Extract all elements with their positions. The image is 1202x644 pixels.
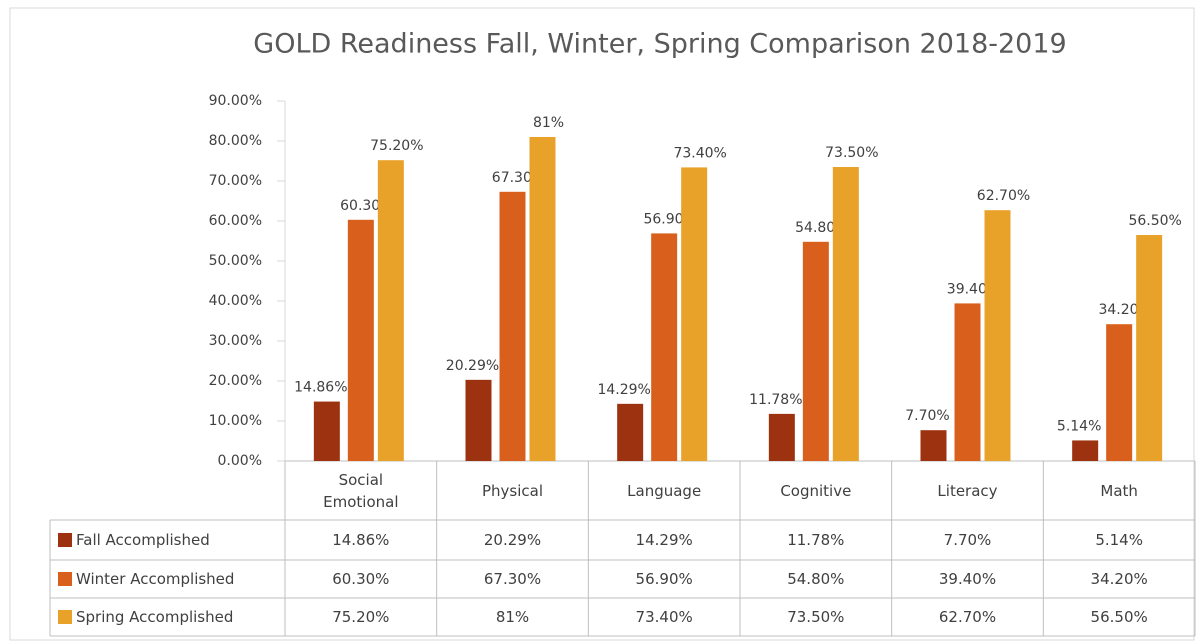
legend-swatch	[58, 610, 72, 624]
bar	[617, 403, 644, 461]
bar	[802, 241, 829, 461]
legend-swatch	[58, 572, 72, 586]
table-cell: 14.29%	[635, 531, 693, 549]
table-cell: 11.78%	[787, 531, 845, 549]
category-label: Language	[627, 481, 702, 500]
data-label: 56.50%	[1128, 213, 1181, 229]
table-cell: 75.20%	[332, 608, 390, 626]
y-tick-label: 10.00%	[209, 413, 262, 429]
data-label: 11.78%	[749, 392, 802, 408]
y-tick-label: 20.00%	[209, 373, 262, 389]
table-cell: 62.70%	[938, 608, 997, 626]
bar	[313, 401, 340, 461]
bar	[984, 210, 1011, 461]
y-tick-label: 90.00%	[209, 93, 262, 109]
category-label: Physical	[481, 481, 543, 500]
bar	[681, 167, 708, 461]
legend-label: Fall Accomplished	[76, 531, 210, 549]
bar	[1136, 235, 1163, 461]
legend-swatch	[58, 533, 72, 547]
bar	[954, 303, 981, 461]
data-label: 62.70%	[977, 188, 1030, 204]
bar	[1072, 440, 1099, 461]
table-cell: 20.29%	[483, 531, 542, 549]
table-cell: 81%	[495, 608, 530, 626]
bar	[651, 233, 678, 461]
data-label: 14.29%	[597, 382, 650, 398]
y-tick-label: 70.00%	[209, 173, 262, 189]
bar	[377, 160, 404, 461]
legend-label: Winter Accomplished	[76, 570, 235, 588]
data-label: 14.86%	[294, 380, 347, 396]
chart-title: GOLD Readiness Fall, Winter, Spring Comp…	[253, 29, 1066, 60]
bar	[499, 191, 526, 462]
table-cell: 39.40%	[938, 570, 997, 588]
table-cell: 73.40%	[635, 608, 693, 626]
category-label: Social Emotional	[323, 470, 399, 511]
table-cell: 67.30%	[483, 570, 542, 588]
bar	[768, 413, 795, 461]
category-label: Literacy	[937, 481, 998, 500]
table-cell: 5.14%	[1095, 531, 1143, 549]
data-label: 75.20%	[370, 138, 423, 154]
y-tick-label: 30.00%	[209, 333, 262, 349]
data-label: 5.14%	[1057, 418, 1101, 434]
bar	[1106, 324, 1133, 461]
bar	[529, 137, 556, 461]
data-label: 73.50%	[825, 145, 878, 161]
table-cell: 60.30%	[332, 570, 390, 588]
bar	[347, 219, 374, 461]
table-cell: 14.86%	[332, 531, 390, 549]
table-cell: 73.50%	[787, 608, 845, 626]
bar	[832, 167, 859, 461]
y-tick-label: 60.00%	[209, 213, 262, 229]
table-cell: 7.70%	[943, 531, 992, 549]
data-label: 73.40%	[673, 145, 726, 161]
data-label: 7.70%	[905, 408, 949, 424]
y-tick-label: 40.00%	[209, 293, 262, 309]
data-label: 81%	[533, 115, 564, 131]
category-label: Math	[1100, 481, 1138, 500]
y-tick-label: 50.00%	[209, 253, 262, 269]
legend-label: Spring Accomplished	[76, 608, 234, 626]
table-cell: 54.80%	[787, 570, 845, 588]
y-tick-label: 0.00%	[218, 453, 262, 469]
bar	[920, 430, 947, 461]
table-cell: 56.90%	[635, 570, 693, 588]
bar	[465, 379, 492, 461]
y-tick-label: 80.00%	[209, 133, 262, 149]
table-cell: 56.50%	[1090, 608, 1148, 626]
table-cell: 34.20%	[1090, 570, 1148, 588]
data-label: 20.29%	[446, 358, 499, 374]
category-label: Cognitive	[780, 481, 852, 500]
